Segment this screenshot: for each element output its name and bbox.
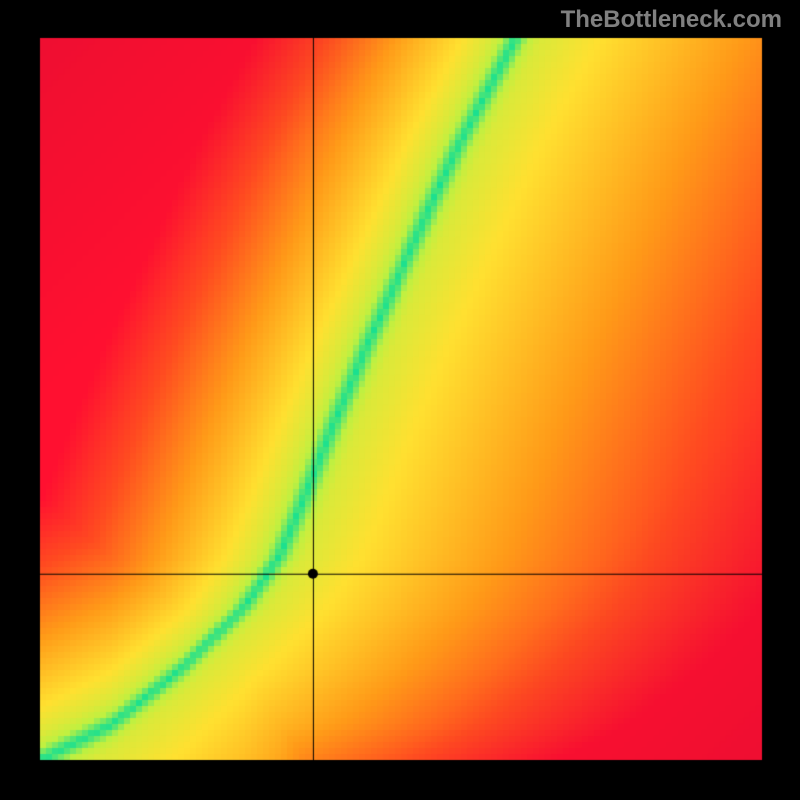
bottleneck-heatmap-canvas — [0, 0, 800, 800]
watermark-text: TheBottleneck.com — [561, 6, 782, 34]
